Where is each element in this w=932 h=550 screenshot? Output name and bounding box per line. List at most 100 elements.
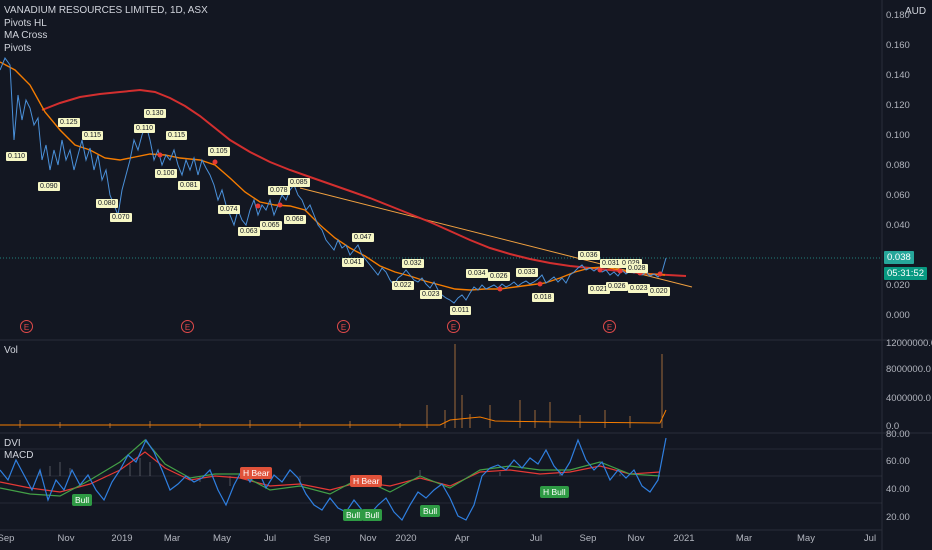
macd-histogram	[39, 458, 621, 486]
ma-cross-markers	[157, 152, 663, 292]
indicator-ma-cross[interactable]: MA Cross	[4, 30, 48, 41]
price-axis-label: 0.080	[886, 160, 910, 171]
pivot-label: 0.018	[532, 293, 554, 302]
price-axis-label: 0.120	[886, 100, 910, 111]
pivot-label: 0.115	[166, 131, 187, 140]
pivot-label: 0.065	[260, 221, 282, 230]
time-axis-label: Nov	[627, 533, 645, 544]
pivot-label: 0.023	[628, 284, 650, 293]
pivot-label: 0.026	[488, 272, 510, 281]
macd-signal-line	[0, 451, 661, 493]
dvi-axis-label: 60.00	[886, 456, 910, 467]
pivot-label: 0.080	[96, 199, 118, 208]
signal-h-bear[interactable]: H Bear	[240, 467, 273, 479]
time-axis-label: May	[213, 533, 231, 544]
pivot-label: 0.033	[516, 268, 538, 277]
dvi-axis-label: 80.00	[886, 429, 910, 440]
earnings-marker[interactable]: E	[20, 320, 33, 333]
dvi-line	[0, 437, 667, 521]
signal-bull[interactable]: Bull	[72, 494, 93, 506]
pivot-label: 0.125	[58, 118, 80, 127]
pivot-label: 0.034	[466, 269, 488, 278]
time-axis-label: May	[797, 533, 815, 544]
pivot-label: 0.020	[648, 287, 670, 296]
volume-axis-label: 0.0	[886, 421, 900, 432]
pivot-label: 0.110	[134, 124, 155, 133]
volume-axis-label: 4000000.0	[886, 393, 931, 404]
pivot-label: 0.105	[208, 147, 230, 156]
time-axis-label: Jul	[529, 533, 543, 544]
pivot-label: 0.021	[588, 285, 610, 294]
earnings-marker[interactable]: E	[181, 320, 194, 333]
ma-short-line	[0, 61, 666, 291]
pivot-label: 0.041	[342, 258, 364, 267]
signal-bull[interactable]: Bull	[420, 505, 441, 517]
price-axis-label: 0.180	[886, 10, 910, 21]
macd-pane-label[interactable]: MACD	[4, 450, 34, 461]
volume-axis-label: 8000000.0	[886, 364, 931, 375]
pivot-label: 0.026	[606, 282, 628, 291]
pivot-label: 0.036	[578, 251, 600, 260]
indicator-pivots-hl[interactable]: Pivots HL	[4, 17, 47, 29]
indicator-pivots[interactable]: Pivots	[4, 42, 32, 54]
pivot-label: 0.090	[38, 182, 60, 191]
price-axis-label: 0.000	[886, 310, 910, 321]
symbol-title[interactable]: VANADIUM RESOURCES LIMITED, 1D, ASX	[4, 5, 208, 16]
pivot-label: 0.081	[178, 181, 200, 190]
earnings-marker[interactable]: E	[337, 320, 350, 333]
time-axis-label: 2021	[673, 533, 695, 544]
time-axis-label: Sep	[313, 533, 331, 544]
chart-legend: VANADIUM RESOURCES LIMITED, 1D, ASX Pivo…	[4, 5, 208, 55]
price-axis-label: 0.140	[886, 70, 910, 81]
ma-long-line	[41, 88, 687, 277]
price-axis-label: 0.020	[886, 280, 910, 291]
dvi-pane-label[interactable]: DVI	[4, 438, 21, 449]
time-axis-label: Jul	[863, 533, 877, 544]
time-axis-label: 2019	[111, 533, 133, 544]
time-axis-label: Nov	[359, 533, 377, 544]
pivot-label: 0.100	[155, 169, 177, 178]
volume-pane-label[interactable]: Vol	[4, 345, 18, 356]
earnings-marker[interactable]: E	[447, 320, 460, 333]
pivot-label: 0.110	[6, 152, 27, 161]
pivot-label: 0.078	[268, 186, 290, 195]
pivot-label: 0.085	[288, 178, 310, 187]
pivot-label: 0.074	[218, 205, 240, 214]
price-axis-label: 0.040	[886, 220, 910, 231]
signal-bull[interactable]: Bull	[362, 509, 383, 521]
pivot-label: 0.047	[352, 233, 374, 242]
dvi-axis-label: 40.00	[886, 484, 910, 495]
signal-h-bull[interactable]: H Bull	[540, 486, 569, 498]
price-axis-label: 0.060	[886, 190, 910, 201]
currency-label: AUD	[905, 6, 927, 17]
countdown-tag: 05:31:52	[884, 267, 927, 280]
time-axis-label: Jul	[263, 533, 277, 544]
time-axis-label: Mar	[735, 533, 753, 544]
last-price-tag: 0.038	[884, 251, 914, 264]
signal-h-bear[interactable]: H Bear	[350, 475, 383, 487]
pivot-label: 0.022	[392, 281, 414, 290]
price-axis-label: 0.160	[886, 40, 910, 51]
earnings-marker[interactable]: E	[603, 320, 616, 333]
pivot-label: 0.070	[110, 213, 132, 222]
pivot-label: 0.011	[450, 306, 471, 315]
pivot-label: 0.032	[402, 259, 424, 268]
pivot-label: 0.031	[600, 259, 622, 268]
pivot-label: 0.063	[238, 227, 260, 236]
time-axis-label: Sep	[0, 533, 15, 544]
signal-bull[interactable]: Bull	[343, 509, 364, 521]
volume-axis-label: 12000000.0	[886, 338, 932, 349]
time-axis-label: 2020	[395, 533, 417, 544]
pivot-label: 0.130	[144, 109, 166, 118]
time-axis-label: Mar	[163, 533, 181, 544]
time-axis-label: Sep	[579, 533, 597, 544]
time-axis-label: Nov	[57, 533, 75, 544]
pivot-label: 0.068	[284, 215, 306, 224]
volume-ma-line	[0, 409, 667, 426]
volume-bars	[19, 344, 663, 428]
pivot-label: 0.023	[420, 290, 442, 299]
macd-line	[0, 439, 661, 497]
dvi-axis-label: 20.00	[886, 512, 910, 523]
pivot-label: 0.115	[82, 131, 103, 140]
